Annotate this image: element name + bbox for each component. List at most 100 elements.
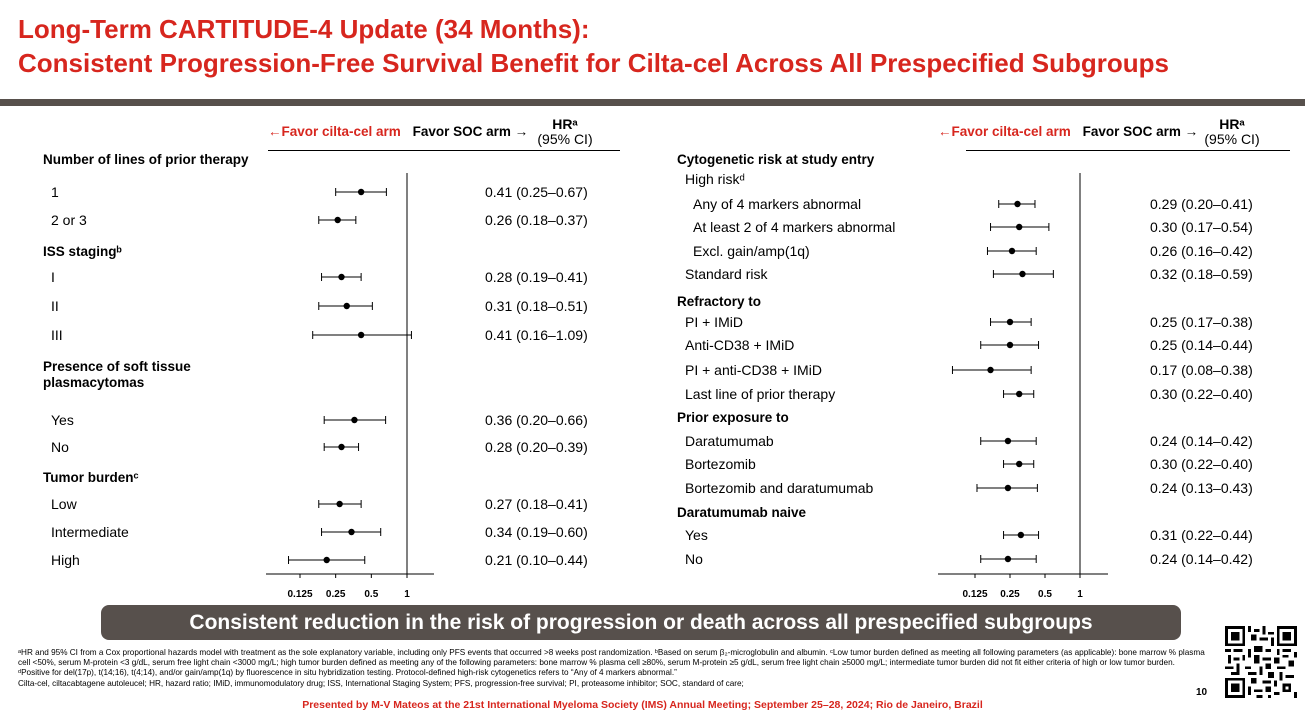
hr-value: 0.27 (0.18–0.41) [485, 496, 588, 512]
hr-value: 0.41 (0.16–1.09) [485, 327, 588, 343]
page-number: 10 [1196, 687, 1208, 698]
row-label: Last line of prior therapy [685, 386, 836, 402]
group-title: Tumor burdenᶜ [43, 470, 139, 485]
x-tick-label: 0.125 [962, 589, 987, 600]
row-label: No [51, 439, 69, 455]
left-hr-header: HRᵃ (95% CI) [525, 117, 605, 147]
right-hr-header: HRᵃ (95% CI) [1192, 117, 1272, 147]
hr-value: 0.17 (0.08–0.38) [1150, 362, 1253, 378]
hr-value: 0.28 (0.19–0.41) [485, 269, 588, 285]
x-tick-label: 1 [1077, 589, 1083, 600]
hr-point [338, 273, 345, 281]
hr-value: 0.30 (0.22–0.40) [1150, 386, 1253, 402]
hr-point [1016, 390, 1023, 398]
row-label: Yes [51, 412, 74, 428]
row-label: Bortezomib and daratumumab [685, 480, 874, 496]
row-label: 1 [51, 184, 59, 200]
row-label: No [685, 551, 703, 567]
favor-soc-label: Favor SOC arm → [1082, 124, 1199, 139]
group-title: ISS stagingᵇ [43, 244, 122, 259]
title-divider [0, 99, 1305, 106]
favor-cilta-label: ←Favor cilta-cel arm [268, 124, 401, 139]
hr-point [323, 556, 330, 564]
hr-point [348, 528, 355, 536]
title-line-1: Long-Term CARTITUDE-4 Update (34 Months)… [18, 14, 590, 44]
x-tick-label: 0.25 [1000, 589, 1020, 600]
hr-value: 0.34 (0.19–0.60) [485, 524, 588, 540]
hr-point [1004, 484, 1012, 492]
hr-value: 0.30 (0.17–0.54) [1150, 219, 1253, 235]
hr-point [357, 188, 365, 196]
hr-value: 0.32 (0.18–0.59) [1150, 266, 1253, 282]
hr-value: 0.25 (0.14–0.44) [1150, 337, 1253, 353]
row-label: III [51, 327, 63, 343]
hr-value: 0.31 (0.18–0.51) [485, 298, 588, 314]
hr-value: 0.41 (0.25–0.67) [485, 184, 588, 200]
right-favor-header: ←Favor cilta-cel arm Favor SOC arm → [938, 124, 1198, 139]
hr-header-ci: (95% CI) [537, 131, 593, 147]
hr-point [1006, 341, 1014, 349]
hr-value: 0.26 (0.16–0.42) [1150, 243, 1253, 259]
hr-point [987, 366, 994, 374]
hr-value: 0.21 (0.10–0.44) [485, 552, 588, 568]
row-label: 2 or 3 [51, 212, 87, 228]
row-label: Intermediate [51, 524, 129, 540]
favor-soc-label: Favor SOC arm → [412, 124, 529, 139]
hr-point [1017, 531, 1025, 539]
row-label: Anti-CD38 + IMiD [685, 337, 795, 353]
row-label: Daratumumab [685, 433, 774, 449]
left-favor-header: ←Favor cilta-cel arm Favor SOC arm → [268, 124, 528, 139]
hr-point [338, 443, 345, 451]
hr-point [1016, 223, 1023, 231]
hr-point [1014, 200, 1021, 208]
hr-header-ci: (95% CI) [1204, 131, 1260, 147]
hr-point [336, 500, 343, 508]
title-line-2: Consistent Progression-Free Survival Ben… [18, 48, 1170, 78]
row-label: Low [51, 496, 77, 512]
row-label: High [51, 552, 80, 568]
hr-value: 0.25 (0.17–0.38) [1150, 314, 1253, 330]
hr-value: 0.24 (0.14–0.42) [1150, 433, 1253, 449]
row-label: Excl. gain/amp(1q) [693, 243, 810, 259]
hr-value: 0.26 (0.18–0.37) [485, 212, 588, 228]
row-label: I [51, 269, 55, 285]
row-label: At least 2 of 4 markers abnormal [693, 219, 896, 235]
page-title: Long-Term CARTITUDE-4 Update (34 Months)… [18, 12, 1298, 80]
row-label: Yes [685, 527, 708, 543]
row-label: Bortezomib [685, 456, 756, 472]
conclusion-banner: Consistent reduction in the risk of prog… [101, 605, 1181, 640]
row-label: PI + anti-CD38 + IMiD [685, 362, 822, 378]
hr-point [1004, 437, 1012, 445]
subgroup-header: High riskᵈ [685, 171, 745, 187]
hr-header-title: HRᵃ [552, 116, 578, 132]
hr-point [343, 302, 350, 310]
group-title: Presence of soft tissue plasmacytomas [43, 359, 191, 390]
qr-code-icon[interactable] [1225, 626, 1297, 698]
hr-value: 0.29 (0.20–0.41) [1150, 196, 1253, 212]
footnote-definitions: ᵃHR and 95% CI from a Cox proportional h… [18, 648, 1205, 678]
hr-value: 0.24 (0.13–0.43) [1150, 480, 1253, 496]
hr-value: 0.30 (0.22–0.40) [1150, 456, 1253, 472]
hr-point [334, 216, 341, 224]
hr-value: 0.28 (0.20–0.39) [485, 439, 588, 455]
hr-point [1006, 318, 1014, 326]
hr-point [1016, 460, 1023, 468]
x-tick-label: 0.5 [364, 589, 378, 600]
right-header-rule [966, 150, 1290, 151]
hr-value: 0.36 (0.20–0.66) [485, 412, 588, 428]
x-tick-label: 0.5 [1038, 589, 1052, 600]
x-tick-label: 0.25 [326, 589, 346, 600]
group-title: Refractory to [677, 294, 762, 309]
favor-cilta-label: ←Favor cilta-cel arm [938, 124, 1071, 139]
row-label: Any of 4 markers abnormal [693, 196, 862, 212]
hr-point [351, 416, 358, 424]
hr-point [1008, 247, 1016, 255]
hr-point [357, 331, 365, 339]
hr-value: 0.24 (0.14–0.42) [1150, 551, 1253, 567]
row-label: II [51, 298, 59, 314]
footnotes: ᵃHR and 95% CI from a Cox proportional h… [18, 648, 1208, 689]
footnote-abbreviations: Cilta-cel, ciltacabtagene autoleucel; HR… [18, 678, 744, 688]
row-label: Standard risk [685, 266, 768, 282]
